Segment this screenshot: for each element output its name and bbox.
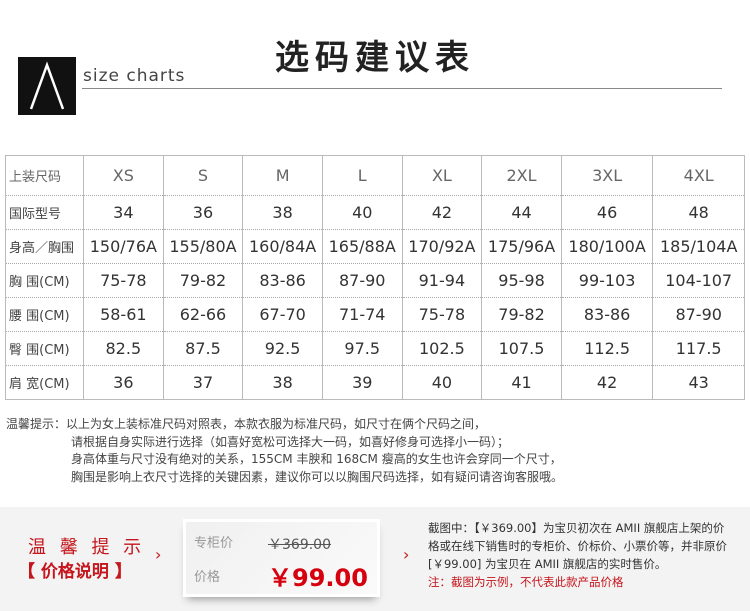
table-cell: 87.5: [162, 331, 243, 366]
table-cell: 83-86: [242, 263, 323, 298]
note-line: 请根据自身实际进行选择（如喜好宽松可选择大一码，如喜好修身可选择小一码）；: [71, 434, 510, 449]
table-cell: 155/80A: [162, 229, 243, 264]
table-cell: 71-74: [321, 297, 403, 332]
row-label: 国际型号: [5, 195, 84, 230]
table-cell: 165/88A: [321, 229, 403, 264]
table-cell: 91-94: [401, 263, 482, 298]
table-cell: 48: [652, 195, 745, 230]
note-line: 胸围是影响上衣尺寸选择的关键因素，建议你可以以胸围尺码选择，如有疑问请咨询客服哦…: [71, 469, 564, 484]
counter-price-label: 专柜价: [194, 536, 234, 551]
table-cell: 75-78: [83, 263, 164, 298]
table-cell: 42: [560, 365, 653, 400]
desc-line: [￥99.00] 为宝贝在 AMII 旗舰店的实时售价。: [428, 557, 667, 571]
table-row: 身高／胸围 150/76A 155/80A 160/84A 165/88A 170/92A…: [5, 229, 745, 264]
price-explanation: 温 馨 提 示 【 价格说明 】 › 专柜价 ￥369.00 价格 ￥99.00…: [0, 507, 750, 611]
table-row: 肩 宽(CM) 36 37 38 39 40 41 42 43: [5, 365, 745, 400]
table-cell: XL: [401, 155, 482, 196]
row-label: 肩 宽(CM): [5, 365, 84, 400]
table-cell: 46: [560, 195, 653, 230]
price-note: 注：截图为示例，不代表此款产品价格: [428, 575, 624, 589]
desc-line: 格或在线下销售时的专柜价、价标价、小票价等，并非原价: [428, 539, 727, 553]
table-cell: 41: [481, 365, 562, 400]
table-cell: 36: [162, 195, 243, 230]
divider: [82, 88, 722, 89]
table-cell: 117.5: [652, 331, 745, 366]
table-cell: 39: [321, 365, 403, 400]
table-cell: S: [162, 155, 243, 196]
table-cell: 150/76A: [83, 229, 164, 264]
table-cell: 3XL: [560, 155, 653, 196]
brand-logo: [18, 57, 76, 115]
table-cell: 62-66: [162, 297, 243, 332]
chevron-right-icon: ›: [155, 545, 162, 564]
table-cell: M: [242, 155, 323, 196]
notes-prefix: 温馨提示：: [6, 417, 67, 431]
table-row: 上装尺码 XS S M L XL 2XL 3XL 4XL: [5, 155, 745, 196]
table-cell: 4XL: [652, 155, 745, 196]
row-label: 身高／胸围: [5, 229, 84, 264]
table-cell: 185/104A: [652, 229, 745, 264]
note-line: 身高体重与尺寸没有绝对的关系，155CM 丰腴和 168CM 瘦高的女生也许会穿…: [71, 452, 562, 466]
table-cell: 67-70: [242, 297, 323, 332]
table-row: 胸 围(CM) 75-78 79-82 83-86 87-90 91-94 95-98 99-…: [5, 263, 745, 298]
price-subheading: 【 价格说明 】: [18, 562, 132, 582]
table-cell: 107.5: [481, 331, 562, 366]
page-title: 选码建议表: [275, 38, 475, 78]
subtitle: size charts: [83, 66, 186, 86]
table-cell: 38: [242, 195, 323, 230]
table-cell: 112.5: [560, 331, 653, 366]
price-card: 专柜价 ￥369.00 价格 ￥99.00: [183, 519, 380, 597]
chevron-right-icon: ›: [403, 545, 410, 564]
table-row: 国际型号 34 36 38 40 42 44 46 48: [5, 195, 745, 230]
price-description: 截图中：【￥369.00】为宝贝初次在 AMII 旗舰店上架的价 格或在线下销售…: [428, 519, 748, 591]
table-cell: 43: [652, 365, 745, 400]
size-table: 上装尺码 XS S M L XL 2XL 3XL 4XL 国际型号 34 36 38 40 42 44 46 48…: [5, 155, 745, 400]
row-label: 腰 围(CM): [5, 297, 84, 332]
table-cell: 97.5: [321, 331, 403, 366]
row-label: 臀 围(CM): [5, 331, 84, 366]
table-cell: XS: [83, 155, 164, 196]
notes: 温馨提示：以上为女上装标准尺码对照表，本款衣服为标准尺码，如尺寸在俩个尺码之间，…: [6, 416, 563, 486]
table-cell: 37: [162, 365, 243, 400]
note-line: 以上为女上装标准尺码对照表，本款衣服为标准尺码，如尺寸在俩个尺码之间，: [66, 417, 487, 431]
current-price: ￥99.00: [268, 564, 368, 592]
table-row: 腰 围(CM) 58-61 62-66 67-70 71-74 75-78 79-82 83-…: [5, 297, 745, 332]
table-cell: 36: [83, 365, 164, 400]
table-cell: 40: [321, 195, 403, 230]
table-cell: 42: [401, 195, 482, 230]
table-cell: 102.5: [401, 331, 482, 366]
table-cell: 87-90: [321, 263, 403, 298]
table-cell: 2XL: [481, 155, 562, 196]
table-cell: 82.5: [83, 331, 164, 366]
table-cell: 79-82: [481, 297, 562, 332]
table-cell: 58-61: [83, 297, 164, 332]
counter-price: ￥369.00: [268, 537, 331, 553]
table-cell: 175/96A: [481, 229, 562, 264]
desc-line: 截图中：【￥369.00】为宝贝初次在 AMII 旗舰店上架的价: [428, 521, 725, 535]
table-cell: L: [321, 155, 403, 196]
row-label: 上装尺码: [5, 155, 84, 196]
table-cell: 160/84A: [242, 229, 323, 264]
table-cell: 87-90: [652, 297, 745, 332]
table-cell: 40: [401, 365, 482, 400]
table-cell: 83-86: [560, 297, 653, 332]
table-cell: 104-107: [652, 263, 745, 298]
table-cell: 79-82: [162, 263, 243, 298]
table-cell: 180/100A: [560, 229, 653, 264]
table-cell: 75-78: [401, 297, 482, 332]
table-row: 臀 围(CM) 82.5 87.5 92.5 97.5 102.5 107.5 112.5 11…: [5, 331, 745, 366]
price-heading: 温 馨 提 示: [28, 537, 146, 558]
table-cell: 34: [83, 195, 164, 230]
price-label: 价格: [194, 570, 221, 585]
table-cell: 99-103: [560, 263, 653, 298]
table-cell: 95-98: [481, 263, 562, 298]
table-cell: 44: [481, 195, 562, 230]
table-cell: 170/92A: [401, 229, 482, 264]
table-cell: 92.5: [242, 331, 323, 366]
table-cell: 38: [242, 365, 323, 400]
row-label: 胸 围(CM): [5, 263, 84, 298]
